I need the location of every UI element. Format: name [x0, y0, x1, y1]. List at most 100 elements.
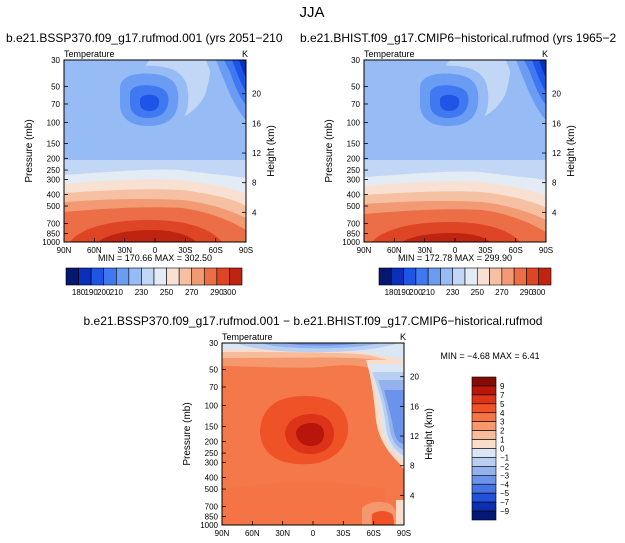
- contour-field: [64, 60, 246, 242]
- y-tick-label: 700: [47, 219, 61, 228]
- colorbar-swatch: [440, 267, 454, 286]
- y-tick-label: 400: [347, 190, 361, 199]
- x-tick-label: 30N: [417, 246, 432, 255]
- colorbar-swatch: [427, 267, 441, 286]
- colorbar-label: 180: [385, 288, 399, 297]
- y-tick-label: 1000: [200, 521, 218, 530]
- colorbar-swatch: [471, 430, 497, 440]
- y-tick-label: 30: [209, 339, 218, 348]
- colorbar-label: 180: [72, 288, 86, 297]
- y-tick-label: 200: [205, 437, 219, 446]
- colorbar-label: 270: [185, 288, 199, 297]
- colorbar-swatch: [128, 267, 142, 286]
- colorbar-label: 290: [520, 288, 534, 297]
- colorbar-swatch: [141, 267, 155, 286]
- y-tick-label: 50: [209, 366, 218, 375]
- y-tick-label: 200: [47, 154, 61, 163]
- x-tick-label: 90N: [215, 529, 230, 538]
- colorbar-swatch: [203, 267, 218, 286]
- colorbar-label: 210: [110, 288, 124, 297]
- stats-label: MIN = 172.78 MAX = 299.90: [398, 253, 512, 263]
- colorbar-swatch: [115, 267, 130, 286]
- y-tick-label: 150: [205, 423, 219, 432]
- x-tick-label: 0: [453, 246, 458, 255]
- y-tick-label: 400: [47, 190, 61, 199]
- colorbar-swatch: [464, 267, 478, 286]
- colorbar-swatch: [452, 267, 466, 286]
- units-label: K: [542, 49, 548, 59]
- y-axis-label: Pressure (mb): [24, 119, 35, 182]
- y-tick-label: 150: [47, 140, 61, 149]
- y-tick-label: 100: [347, 118, 361, 127]
- x-tick-label: 60N: [87, 246, 102, 255]
- y-tick-label: 50: [351, 83, 360, 92]
- colorbar-swatch: [471, 501, 497, 512]
- colorbar-future: 180 190 200 210 230 250 270 290 300: [65, 267, 243, 297]
- x-tick-label: 90N: [357, 246, 372, 255]
- colorbar-label: −5: [500, 489, 510, 498]
- colorbar-swatch: [471, 483, 497, 494]
- fill-220: [64, 60, 246, 160]
- colorbar-swatch: [471, 439, 497, 449]
- y-tick-label: 250: [47, 166, 61, 175]
- panel-title-difference: b.e21.BSSP370.f09_g17.rufmod.001 − b.e21…: [84, 314, 543, 328]
- colorbar-label: 3: [500, 418, 505, 427]
- y-tick-label: 850: [47, 230, 61, 239]
- figure-title: JJA: [299, 4, 324, 21]
- colorbar-label: −4: [500, 480, 510, 489]
- y-tick-label: 850: [205, 513, 219, 522]
- variable-label: Temperature: [364, 49, 415, 59]
- colorbar-label: 290: [210, 288, 224, 297]
- y-tick-label: 1000: [42, 238, 60, 247]
- y-tick-label: 150: [347, 140, 361, 149]
- y-tick-label: 400: [205, 473, 219, 482]
- x-tick-label: 30S: [336, 529, 350, 538]
- variable-label: Temperature: [222, 332, 273, 342]
- colorbar-swatch: [526, 267, 540, 286]
- colorbar-swatch: [471, 403, 497, 414]
- y-tick-label: 700: [347, 219, 361, 228]
- colorbar-swatch: [476, 267, 490, 286]
- colorbar-label: 250: [471, 288, 485, 297]
- colorbar-swatch: [378, 267, 392, 286]
- y-tick-label: 850: [347, 230, 361, 239]
- units-label: K: [242, 49, 248, 59]
- y-tick-label: 1000: [342, 238, 360, 247]
- y-tick-label: 30: [351, 56, 360, 65]
- stats-label: MIN = −4.68 MAX = 6.41: [440, 351, 539, 361]
- y-tick-label: 500: [47, 202, 61, 211]
- colorbar-label: 270: [495, 288, 509, 297]
- colorbar-swatch: [471, 421, 497, 431]
- panel-title-historical: b.e21.BHIST.f09_g17.CMIP6−historical.ruf…: [300, 31, 616, 45]
- y-tick-label: 100: [205, 401, 219, 410]
- colorbar-swatch: [471, 510, 497, 521]
- colorbar-swatch: [471, 466, 497, 476]
- y2-axis-label: Height (km): [424, 408, 435, 460]
- fill-180-core: [140, 94, 160, 111]
- y-tick-label: 300: [347, 176, 361, 185]
- colorbar-label: 300: [532, 288, 546, 297]
- colorbar-swatch: [489, 267, 503, 286]
- colorbar-label: 7: [500, 391, 505, 400]
- colorbar-label: 0: [500, 445, 505, 454]
- y2-tick-label: 20: [552, 90, 561, 99]
- y2-tick-label: 12: [552, 149, 561, 158]
- colorbar-swatch: [471, 412, 497, 422]
- x-tick-label: 30N: [275, 529, 290, 538]
- x-tick-label: 60S: [509, 246, 523, 255]
- fill-300: [98, 230, 196, 242]
- y-tick-label: 250: [205, 449, 219, 458]
- y-tick-label: 300: [205, 459, 219, 468]
- y-tick-label: 70: [351, 100, 360, 109]
- units-label: K: [400, 332, 406, 342]
- colorbar-swatch: [501, 267, 515, 286]
- colorbar-swatch: [403, 267, 417, 286]
- y2-tick-label: 16: [410, 402, 419, 411]
- colorbar-label: 5: [500, 400, 505, 409]
- x-tick-label: 90N: [57, 246, 72, 255]
- y2-tick-label: 4: [552, 208, 557, 217]
- fill-170: [239, 60, 246, 78]
- colorbar-swatch: [153, 267, 167, 286]
